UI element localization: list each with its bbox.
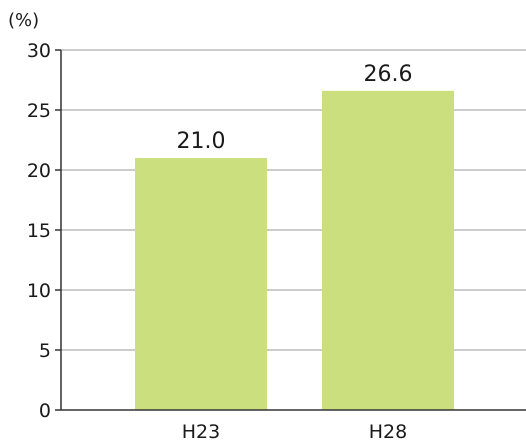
x-tick-label-H28: H28 (369, 421, 407, 443)
data-label-H23: 21.0 (177, 129, 226, 154)
y-tick-label-0: 0 (39, 400, 51, 422)
data-label-H28: 26.6 (364, 62, 413, 87)
y-tick-label-20: 20 (27, 160, 51, 182)
y-tick-label-25: 25 (27, 100, 51, 122)
y-axis-unit-label: (%) (8, 10, 39, 31)
bars (135, 90, 454, 411)
y-tick-label-15: 15 (27, 220, 51, 242)
x-tick-label-H23: H23 (182, 421, 220, 443)
grid-lines (61, 49, 526, 351)
axes (55, 49, 526, 411)
y-tick-label-5: 5 (39, 340, 51, 362)
y-tick-label-30: 30 (27, 40, 51, 62)
y-tick-label-10: 10 (27, 280, 51, 302)
bar-H23 (135, 158, 267, 410)
labels: 0 5 10 15 20 25 30 21.0 H23 26.6 H28 (27, 40, 413, 443)
bar-H28 (322, 90, 454, 411)
